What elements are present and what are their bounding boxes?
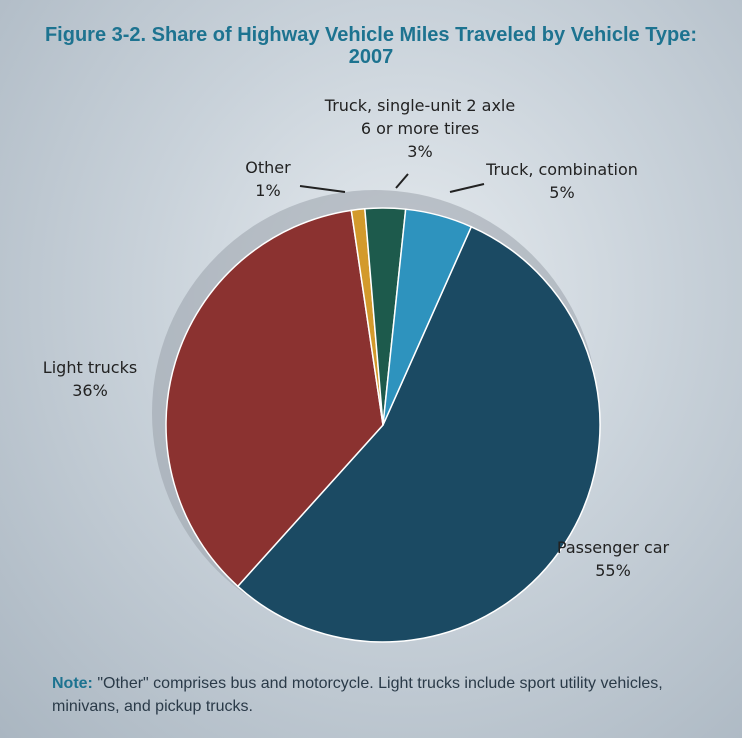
leader-line	[450, 184, 484, 192]
leader-line	[300, 186, 345, 192]
category: Passenger car	[557, 536, 669, 559]
value-label: 1%	[245, 179, 290, 202]
note: Note: "Other" comprises bus and motorcyc…	[52, 672, 692, 718]
leader-line	[396, 174, 408, 188]
note-text: "Other" comprises bus and motorcycle. Li…	[52, 675, 663, 715]
chart-title: Figure 3-2. Share of Highway Vehicle Mil…	[40, 24, 702, 68]
slice-label: Truck, single-unit 2 axle 6 or more tire…	[325, 94, 515, 163]
value-label: 5%	[486, 181, 638, 204]
value-label: 36%	[43, 379, 137, 402]
chart: Figure 3-2. Share of Highway Vehicle Mil…	[0, 0, 742, 738]
note-label: Note:	[52, 675, 93, 692]
category: Light trucks	[43, 356, 137, 379]
category: Truck, single-unit 2 axle 6 or more tire…	[325, 94, 515, 140]
category: Truck, combination	[486, 158, 638, 181]
category: Other	[245, 156, 290, 179]
value-label: 55%	[557, 559, 669, 582]
